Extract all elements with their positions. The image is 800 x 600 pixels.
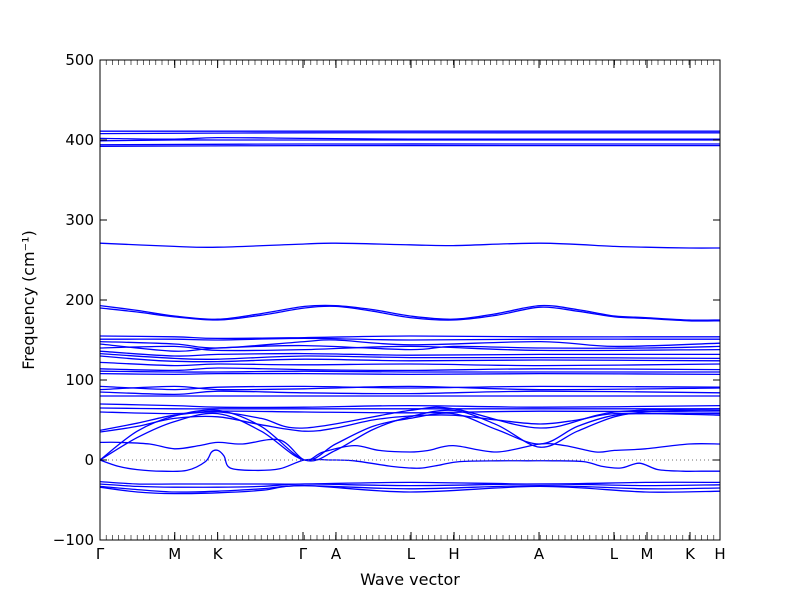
band-line-19 [99, 367, 721, 372]
band-line-27 [99, 407, 720, 410]
y-tick-label: −100 [53, 531, 94, 549]
y-axis: −100 0 100 200 300 400 500 [53, 51, 720, 549]
x-tick-label: H [714, 545, 725, 563]
band-line-34 [99, 449, 720, 473]
band-line-26 [99, 403, 721, 409]
x-tick-label: K [213, 545, 224, 563]
x-tick-label: A [331, 545, 342, 563]
band-line-3 [99, 136, 720, 140]
band-line-29 [99, 406, 721, 432]
y-tick-label: 0 [84, 451, 94, 469]
band-line-18 [99, 361, 721, 367]
band-line-36 [99, 483, 721, 488]
x-tick-label: L [407, 545, 416, 563]
band-line-35 [99, 480, 721, 485]
band-line-9 [99, 305, 721, 322]
band-line-13 [99, 343, 721, 352]
band-line-6 [99, 144, 720, 148]
y-tick-label: 300 [65, 211, 94, 229]
y-tick-label: 400 [65, 131, 94, 149]
band-line-21 [99, 372, 721, 376]
x-tick-label: A [534, 545, 545, 563]
x-tick-label: M [168, 545, 181, 563]
x-tick-label: M [641, 545, 654, 563]
x-tick-label: Γ [96, 545, 105, 563]
band-line-15 [99, 350, 721, 357]
band-line-24 [99, 390, 721, 396]
x-tick-label: L [610, 545, 619, 563]
band-line-17 [99, 355, 721, 363]
x-tick-label: H [448, 545, 459, 563]
band-line-12 [99, 339, 721, 349]
band-line-4 [99, 139, 720, 142]
band-line-2 [99, 132, 720, 135]
band-line-30 [99, 412, 721, 433]
band-line-8 [99, 304, 721, 321]
band-line-5 [99, 143, 720, 146]
band-line-28 [99, 410, 721, 415]
y-tick-label: 500 [65, 51, 94, 69]
x-tick-label: Γ [299, 545, 308, 563]
y-tick-label: 200 [65, 291, 94, 309]
band-line-20 [99, 370, 720, 373]
band-line-23 [99, 385, 721, 391]
x-axis-title: Wave vector [360, 570, 460, 589]
y-tick-label: 100 [65, 371, 94, 389]
band-line-31 [99, 409, 721, 462]
band-line-16 [99, 352, 721, 361]
band-line-22 [99, 385, 721, 391]
band-line-14 [99, 345, 721, 352]
band-line-11 [99, 337, 721, 341]
y-axis-title: Frequency (cm⁻¹) [19, 230, 38, 369]
band-line-38 [99, 484, 721, 495]
series-layer [99, 130, 721, 495]
band-line-33 [99, 438, 721, 461]
band-line-10 [99, 335, 721, 340]
band-line-32 [99, 412, 720, 461]
band-line-7 [99, 242, 721, 249]
x-tick-label: K [685, 545, 696, 563]
